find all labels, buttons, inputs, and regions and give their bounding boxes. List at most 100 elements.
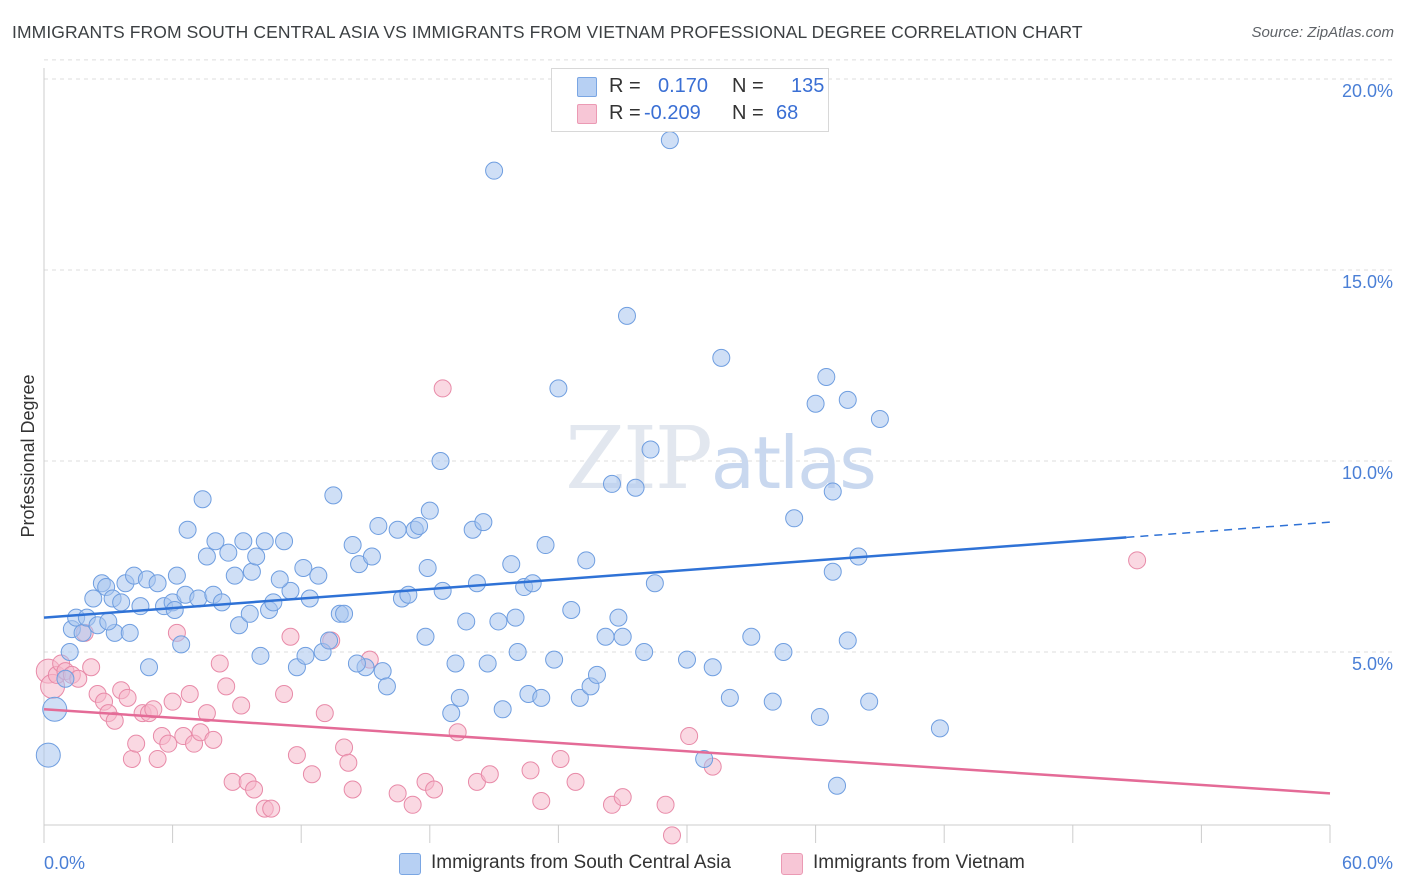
data-point-south-central-asia	[172, 635, 191, 654]
y-tick-label: 10.0%	[1342, 463, 1393, 483]
legend-r-label: R =	[609, 75, 641, 97]
data-point-south-central-asia	[247, 547, 266, 566]
data-point-south-central-asia	[431, 452, 450, 470]
data-point-vietnam	[302, 765, 321, 784]
data-point-vietnam	[197, 704, 216, 723]
series-swatch-pink	[781, 853, 803, 875]
legend-swatch-blue	[577, 77, 597, 97]
watermark-atlas: atlas	[711, 421, 875, 505]
data-point-south-central-asia	[763, 692, 782, 711]
data-point-vietnam	[551, 749, 570, 768]
data-point-vietnam	[144, 700, 163, 719]
data-point-south-central-asia	[212, 593, 231, 612]
data-point-vietnam	[163, 692, 182, 711]
legend-r-value: 0.170	[658, 75, 709, 97]
data-point-vietnam	[448, 723, 467, 742]
data-point-south-central-asia	[806, 394, 825, 413]
data-point-south-central-asia	[56, 669, 75, 688]
legend-n-label: N =	[732, 75, 764, 97]
data-point-south-central-asia	[489, 612, 508, 631]
legend-r-value: -0.209	[644, 102, 701, 124]
data-point-south-central-asia	[823, 482, 842, 501]
data-point-south-central-asia	[373, 662, 392, 681]
data-point-south-central-asia	[73, 623, 92, 642]
data-point-vietnam	[662, 826, 681, 845]
data-point-south-central-asia	[418, 558, 437, 577]
data-point-south-central-asia	[230, 616, 249, 635]
data-point-south-central-asia	[457, 612, 476, 631]
data-point-vietnam	[122, 749, 141, 768]
data-point-south-central-asia	[347, 654, 366, 673]
data-point-vietnam	[343, 780, 362, 799]
data-point-south-central-asia	[823, 562, 842, 581]
data-point-vietnam	[204, 730, 223, 749]
data-point-south-central-asia	[596, 627, 615, 646]
series-vietnam-points	[35, 379, 1147, 845]
data-point-south-central-asia	[562, 600, 581, 619]
data-point-south-central-asia	[508, 643, 527, 661]
data-point-south-central-asia	[712, 348, 731, 367]
data-point-vietnam	[403, 795, 422, 814]
y-axis-label: Professional Degree	[18, 374, 38, 537]
data-point-south-central-asia	[193, 490, 212, 509]
data-point-south-central-asia	[626, 478, 645, 497]
data-point-vietnam	[521, 761, 540, 780]
y-tick-label: 20.0%	[1342, 81, 1393, 101]
data-point-vietnam	[159, 734, 178, 753]
data-point-south-central-asia	[234, 532, 253, 551]
legend-n-label: N =	[732, 102, 764, 124]
data-point-south-central-asia	[369, 516, 388, 535]
x-tick-label-min: 0.0%	[44, 853, 85, 873]
data-point-south-central-asia	[703, 658, 722, 677]
y-tick-labels: 5.0% 10.0% 15.0% 20.0%	[1342, 81, 1393, 674]
legend-r-label: R =	[609, 102, 641, 124]
data-point-south-central-asia	[467, 574, 486, 593]
data-point-vietnam	[245, 780, 264, 799]
data-point-south-central-asia	[377, 677, 396, 696]
data-point-vietnam	[82, 658, 101, 677]
data-point-south-central-asia	[362, 547, 381, 566]
y-tick-label: 15.0%	[1342, 272, 1393, 292]
data-point-south-central-asia	[242, 562, 261, 581]
data-point-vietnam	[275, 685, 294, 704]
data-point-vietnam	[566, 772, 585, 791]
data-point-south-central-asia	[828, 776, 847, 795]
data-point-south-central-asia	[523, 574, 542, 593]
data-point-south-central-asia	[474, 513, 493, 532]
data-point-vietnam	[433, 379, 452, 398]
data-point-south-central-asia	[275, 532, 294, 551]
data-point-south-central-asia	[309, 566, 328, 585]
data-point-south-central-asia	[178, 520, 197, 539]
data-point-vietnam	[127, 734, 146, 753]
data-point-south-central-asia	[536, 536, 555, 555]
data-point-vietnam	[210, 654, 229, 673]
series-label: Immigrants from South Central Asia	[431, 852, 731, 873]
data-point-vietnam	[105, 711, 124, 730]
legend-n-value: 135	[791, 75, 825, 97]
trend-line-south-central-asia	[43, 536, 1127, 619]
data-point-south-central-asia	[742, 627, 761, 646]
data-point-south-central-asia	[294, 558, 313, 577]
data-point-south-central-asia	[478, 654, 497, 673]
data-point-south-central-asia	[197, 547, 216, 566]
data-point-south-central-asia	[219, 543, 238, 562]
data-point-south-central-asia	[545, 650, 564, 669]
data-point-south-central-asia	[320, 631, 339, 650]
data-point-south-central-asia	[112, 593, 131, 612]
data-point-vietnam	[232, 696, 251, 715]
data-point-south-central-asia	[635, 643, 654, 661]
data-point-south-central-asia	[602, 474, 621, 493]
data-point-south-central-asia	[296, 646, 315, 665]
series-swatch-blue	[399, 853, 421, 875]
data-point-south-central-asia	[450, 688, 469, 707]
data-point-vietnam	[315, 704, 334, 723]
data-point-south-central-asia	[570, 688, 589, 707]
data-point-south-central-asia	[240, 604, 259, 623]
data-point-south-central-asia	[270, 570, 289, 589]
data-point-south-central-asia	[930, 719, 949, 738]
data-point-south-central-asia	[189, 589, 208, 608]
data-point-vietnam	[532, 791, 551, 810]
x-tick-label-max: 60.0%	[1342, 853, 1393, 873]
data-point-south-central-asia	[860, 692, 879, 711]
data-point-vietnam	[287, 746, 306, 765]
